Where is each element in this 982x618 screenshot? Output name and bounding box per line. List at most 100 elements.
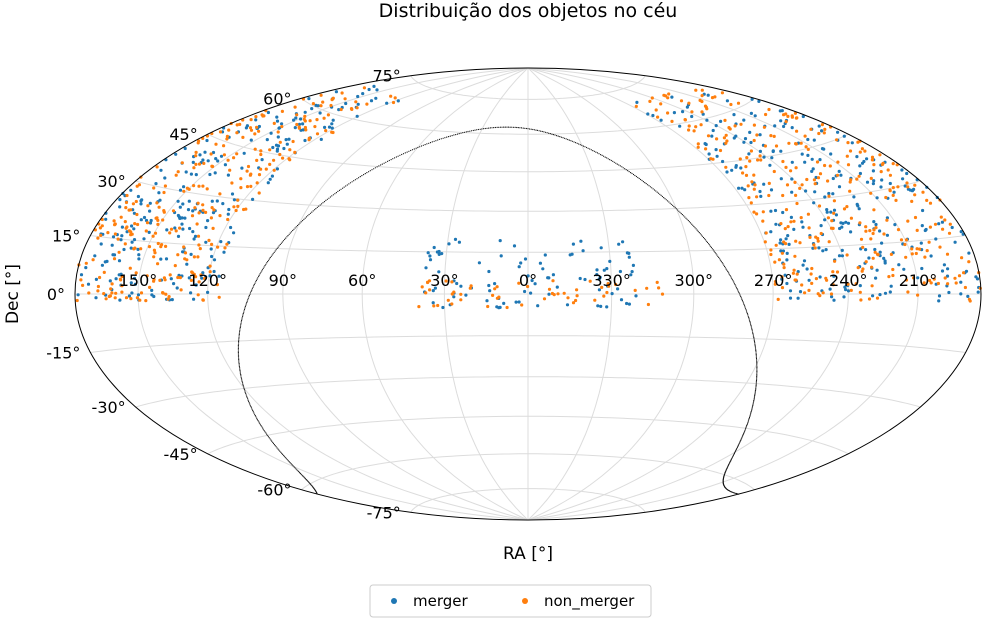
galactic-plane-point xyxy=(740,438,742,440)
data-point-merger xyxy=(742,140,746,144)
data-point-non-merger xyxy=(129,297,133,301)
galactic-plane-point xyxy=(649,186,652,188)
data-point-non-merger xyxy=(914,251,918,256)
data-point-non-merger xyxy=(794,278,798,282)
legend-marker-merger xyxy=(391,598,397,604)
galactic-plane-point xyxy=(269,438,271,440)
galactic-plane-point xyxy=(698,232,700,234)
galactic-plane-point xyxy=(265,263,267,265)
galactic-plane-point xyxy=(746,423,748,426)
data-point-merger xyxy=(844,220,848,224)
data-point-non-merger xyxy=(904,255,908,259)
data-point-non-merger xyxy=(117,250,121,254)
data-point-non-merger xyxy=(728,127,732,131)
data-point-non-merger xyxy=(239,186,243,190)
galactic-plane-point xyxy=(750,324,752,327)
data-point-non-merger xyxy=(131,202,135,206)
data-point-merger xyxy=(212,258,217,262)
data-point-merger xyxy=(150,288,154,292)
galactic-plane-point xyxy=(281,452,283,455)
data-point-non-merger xyxy=(858,221,862,225)
galactic-plane-point xyxy=(747,421,749,423)
galactic-plane-point xyxy=(756,368,758,370)
data-point-merger xyxy=(137,257,141,261)
data-point-non-merger xyxy=(182,189,186,193)
data-points xyxy=(75,84,982,310)
galactic-plane-point xyxy=(292,229,294,232)
data-point-merger xyxy=(812,138,816,142)
galactic-plane-point xyxy=(753,340,756,342)
data-point-merger xyxy=(950,225,954,230)
data-point-non-merger xyxy=(196,293,200,297)
data-point-merger xyxy=(176,213,180,218)
galactic-plane-point xyxy=(238,342,240,344)
galactic-plane-point xyxy=(289,232,291,234)
data-point-merger xyxy=(743,188,747,192)
data-point-non-merger xyxy=(420,285,424,289)
data-point-merger xyxy=(790,190,794,194)
galactic-plane-point xyxy=(631,172,633,175)
data-point-merger xyxy=(355,114,359,118)
galactic-plane-point xyxy=(735,449,737,452)
data-point-merger xyxy=(210,199,214,203)
galactic-plane-point xyxy=(753,400,755,402)
data-point-merger xyxy=(174,152,178,156)
galactic-plane-point xyxy=(241,379,243,381)
galactic-plane-point xyxy=(280,451,282,453)
galactic-plane-point xyxy=(271,440,273,442)
data-point-non-merger xyxy=(255,181,259,185)
galactic-plane-point xyxy=(268,437,270,439)
data-point-merger xyxy=(802,259,807,263)
data-point-non-merger xyxy=(888,188,892,192)
galactic-plane-point xyxy=(674,207,676,209)
data-point-merger xyxy=(499,254,503,258)
galactic-plane-point xyxy=(750,413,752,415)
data-point-non-merger xyxy=(129,208,133,212)
galactic-plane-point xyxy=(738,291,740,294)
data-point-merger xyxy=(292,118,296,122)
data-point-merger xyxy=(176,199,180,203)
data-point-merger xyxy=(337,108,341,112)
data-point-non-merger xyxy=(724,133,728,137)
data-point-merger xyxy=(885,233,890,237)
galactic-plane-point xyxy=(756,364,758,366)
data-point-merger xyxy=(477,261,481,265)
data-point-merger xyxy=(211,150,216,155)
data-point-merger xyxy=(192,237,196,241)
galactic-plane-point xyxy=(748,418,750,420)
data-point-merger xyxy=(526,274,530,278)
grid xyxy=(75,67,981,521)
galactic-plane-point xyxy=(415,147,417,149)
data-point-non-merger xyxy=(593,298,597,302)
data-point-merger xyxy=(610,292,614,296)
data-point-non-merger xyxy=(858,290,862,294)
data-point-non-merger xyxy=(120,274,124,279)
galactic-plane-point xyxy=(264,265,266,267)
data-point-non-merger xyxy=(786,114,790,118)
data-point-merger xyxy=(120,234,124,238)
data-point-merger xyxy=(194,283,198,287)
galactic-plane-point xyxy=(397,155,399,157)
dec-tick-label: 15° xyxy=(52,227,80,246)
galactic-plane-point xyxy=(627,170,629,172)
galactic-plane-point xyxy=(598,153,600,155)
galactic-plane-point xyxy=(240,324,242,326)
data-point-merger xyxy=(301,122,305,126)
galactic-plane-point xyxy=(469,130,471,132)
galactic-plane-point xyxy=(652,188,654,190)
galactic-plane-point xyxy=(337,190,339,192)
data-point-merger xyxy=(374,96,378,100)
galactic-plane-point xyxy=(413,148,415,150)
galactic-plane-point xyxy=(498,126,500,128)
data-point-non-merger xyxy=(795,129,799,133)
galactic-plane-point xyxy=(243,388,245,390)
galactic-plane-point xyxy=(254,413,256,415)
galactic-plane-point xyxy=(411,149,414,151)
galactic-plane-point xyxy=(596,152,599,154)
data-point-merger xyxy=(942,263,947,267)
galactic-plane-point xyxy=(679,211,681,213)
data-point-merger xyxy=(251,197,255,201)
galactic-plane-point xyxy=(681,214,684,216)
data-point-non-merger xyxy=(819,231,823,236)
galactic-plane-point xyxy=(260,271,262,273)
